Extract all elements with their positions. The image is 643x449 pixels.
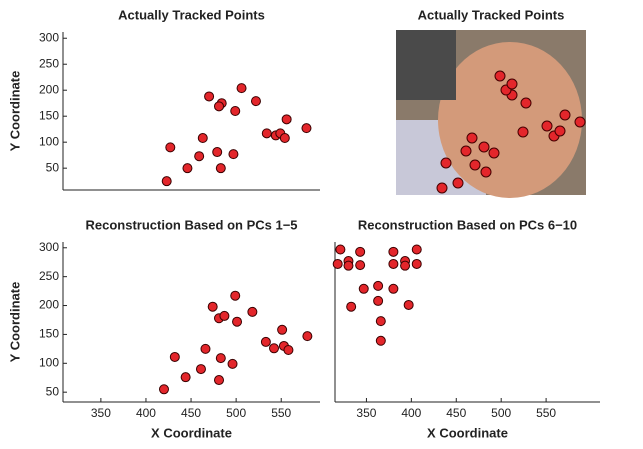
y-tick-label: 300 [39,30,59,44]
point [388,258,399,269]
point [247,306,258,317]
x-tick-label: 500 [226,406,246,420]
point [301,123,312,134]
x-axis-label: X Coordinate [427,425,508,440]
x-tick-label: 450 [446,406,466,420]
y-axis-label: Y Coordinate [7,282,22,363]
point [228,149,239,160]
y-tick-label: 150 [39,108,59,122]
point [375,316,386,327]
point [358,283,369,294]
point [388,246,399,257]
point [207,301,218,312]
chart-title: Reconstruction Based on PCs 6−10 [358,217,577,232]
point [194,151,205,162]
y-tick-label: 50 [46,384,60,398]
point [180,372,191,383]
point [355,260,366,271]
x-tick-label: 400 [401,406,421,420]
x-tick-label: 350 [356,406,376,420]
y-tick-label: 50 [46,160,60,174]
y-tick-label: 100 [39,134,59,148]
point [375,335,386,346]
point [260,336,271,347]
y-tick-label: 250 [39,269,59,283]
point [227,358,238,369]
point [332,258,343,269]
point [197,133,208,144]
point [165,142,176,153]
y-axis-label: Y Coordinate [7,71,22,152]
point [277,324,288,335]
x-axis-label: X Coordinate [151,425,232,440]
y-tick-label: 200 [39,298,59,312]
point [388,283,399,294]
point [302,331,313,342]
point [355,246,366,257]
point [215,353,226,364]
photo-dark-area [396,30,456,100]
point [195,364,206,375]
chart-title: Actually Tracked Points [118,7,265,22]
x-tick-label: 550 [536,406,556,420]
y-tick-label: 250 [39,56,59,70]
point [373,295,384,306]
point [169,351,180,362]
y-tick-label: 150 [39,327,59,341]
point [200,343,211,354]
point [230,290,241,301]
point [269,343,280,354]
point [214,375,225,386]
x-tick-label: 450 [181,406,201,420]
point [212,147,223,158]
point [250,96,261,107]
point [400,260,411,271]
point [283,345,294,356]
point [403,299,414,310]
x-tick-label: 500 [491,406,511,420]
y-tick-label: 300 [39,240,59,254]
photo: Actually Tracked Points [396,7,586,198]
x-tick-label: 550 [271,406,291,420]
point [230,106,241,116]
point [261,128,272,139]
point [335,244,346,255]
point [279,133,290,144]
point [281,114,292,125]
photo-title: Actually Tracked Points [418,7,565,22]
y-tick-label: 200 [39,82,59,96]
point [343,260,354,271]
point [411,244,422,255]
point [346,301,357,312]
x-tick-label: 400 [136,406,156,420]
point [219,310,230,321]
point [182,163,193,174]
point [236,83,247,94]
point [215,163,226,174]
y-tick-label: 100 [39,355,59,369]
point [214,101,225,112]
point [158,384,169,395]
photo-markers [436,70,586,194]
point [232,316,243,327]
photo-face [438,42,582,198]
point [161,176,172,187]
point [411,258,422,269]
x-tick-label: 350 [91,406,111,420]
point [373,280,384,291]
chart-title: Reconstruction Based on PCs 1−5 [85,217,297,232]
point [204,91,215,102]
